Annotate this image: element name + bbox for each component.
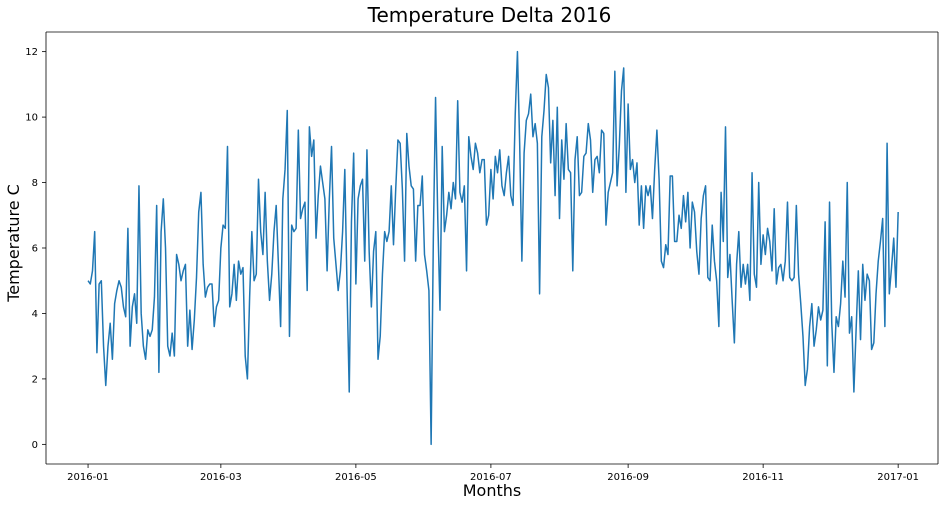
x-tick-label: 2017-01 [877, 472, 919, 483]
x-tick-label: 2016-03 [200, 472, 242, 483]
x-tick-label: 2016-05 [335, 472, 377, 483]
chart-title: Temperature Delta 2016 [367, 3, 612, 27]
y-axis-label: Temperature C [4, 184, 23, 303]
y-tick-label: 12 [25, 47, 38, 58]
y-tick-label: 10 [25, 113, 38, 124]
x-tick-label: 2016-01 [67, 472, 109, 483]
x-axis-label: Months [463, 481, 521, 500]
plot-area: 2016-01 2016-03 2016-05 2016-07 2016-09 2016-… [25, 31, 939, 483]
y-tick-label: 4 [32, 309, 38, 320]
y-tick-label: 6 [32, 244, 38, 255]
y-tick-label: 0 [32, 440, 38, 451]
x-tick-label: 2016-07 [470, 472, 512, 483]
series-line-0 [87, 50, 899, 446]
y-tick-label: 8 [32, 178, 38, 189]
x-tick-label: 2016-09 [607, 472, 649, 483]
y-tick-label: 2 [32, 374, 38, 385]
x-tick-label: 2016-11 [742, 472, 784, 483]
